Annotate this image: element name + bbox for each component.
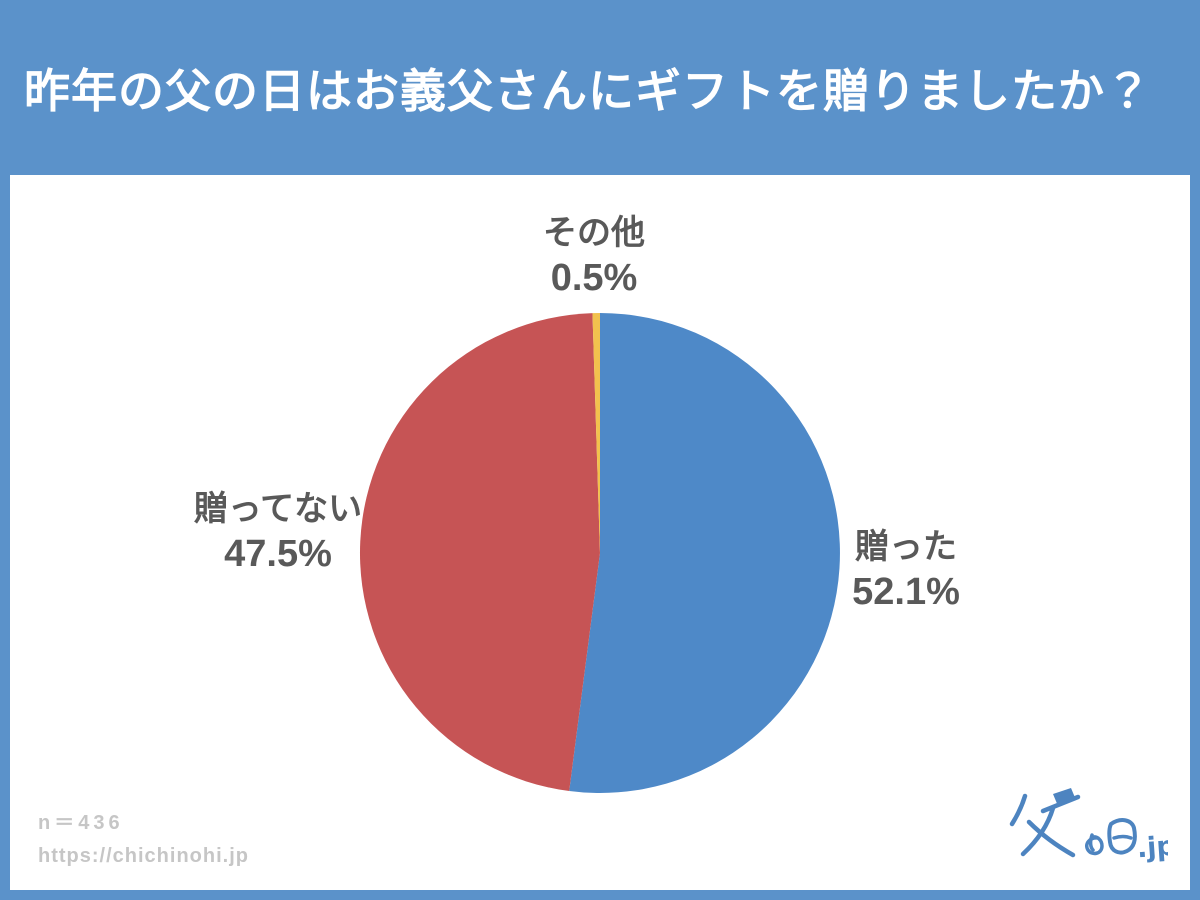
- pie-label-not-given-name: 贈ってない: [193, 490, 363, 528]
- pie-label-other-name: その他: [543, 214, 645, 252]
- pie-slice-gave: [569, 313, 840, 793]
- pie-label-other-value: 0.5%: [550, 257, 638, 300]
- pie-label-gave-value: 52.1%: [852, 571, 960, 614]
- chichinohi-logo-icon: .jp: [1009, 788, 1168, 865]
- footnote: n＝436 https://chichinohi.jp: [38, 806, 249, 868]
- sample-size: n＝436: [38, 812, 124, 834]
- source-url: https://chichinohi.jp: [38, 845, 249, 867]
- logo-chichi-stroke: [1026, 819, 1076, 858]
- pie-label-not-given-value: 47.5%: [224, 533, 332, 576]
- logo-jp-text: .jp: [1136, 831, 1168, 865]
- logo-hat-crown: [1053, 788, 1076, 806]
- pie-slice-other: [592, 313, 600, 553]
- pie-label-other: その他 0.5%: [434, 211, 754, 303]
- site-logo: .jp: [1003, 784, 1168, 872]
- pie-label-gave-name: 贈った: [855, 528, 957, 566]
- pie-slice-not-given: [359, 313, 600, 792]
- chart-card: その他 0.5% 贈ってない 47.5% 贈った 52.1% n＝436 htt…: [10, 175, 1190, 890]
- pie-label-gave: 贈った 52.1%: [746, 525, 1066, 617]
- logo-hi-bar: [1112, 834, 1133, 840]
- logo-chichi-stroke: [1009, 793, 1028, 827]
- page-title: 昨年の父の日はお義父さんにギフトを贈りましたか？: [24, 64, 1152, 117]
- logo-no-stroke: [1085, 835, 1104, 856]
- pie-label-not-given: 贈ってない 47.5%: [118, 487, 438, 579]
- pie-chart: [359, 313, 840, 793]
- header: 昨年の父の日はお義父さんにギフトを贈りましたか？: [0, 0, 1200, 175]
- logo-hi-outline: [1107, 818, 1137, 855]
